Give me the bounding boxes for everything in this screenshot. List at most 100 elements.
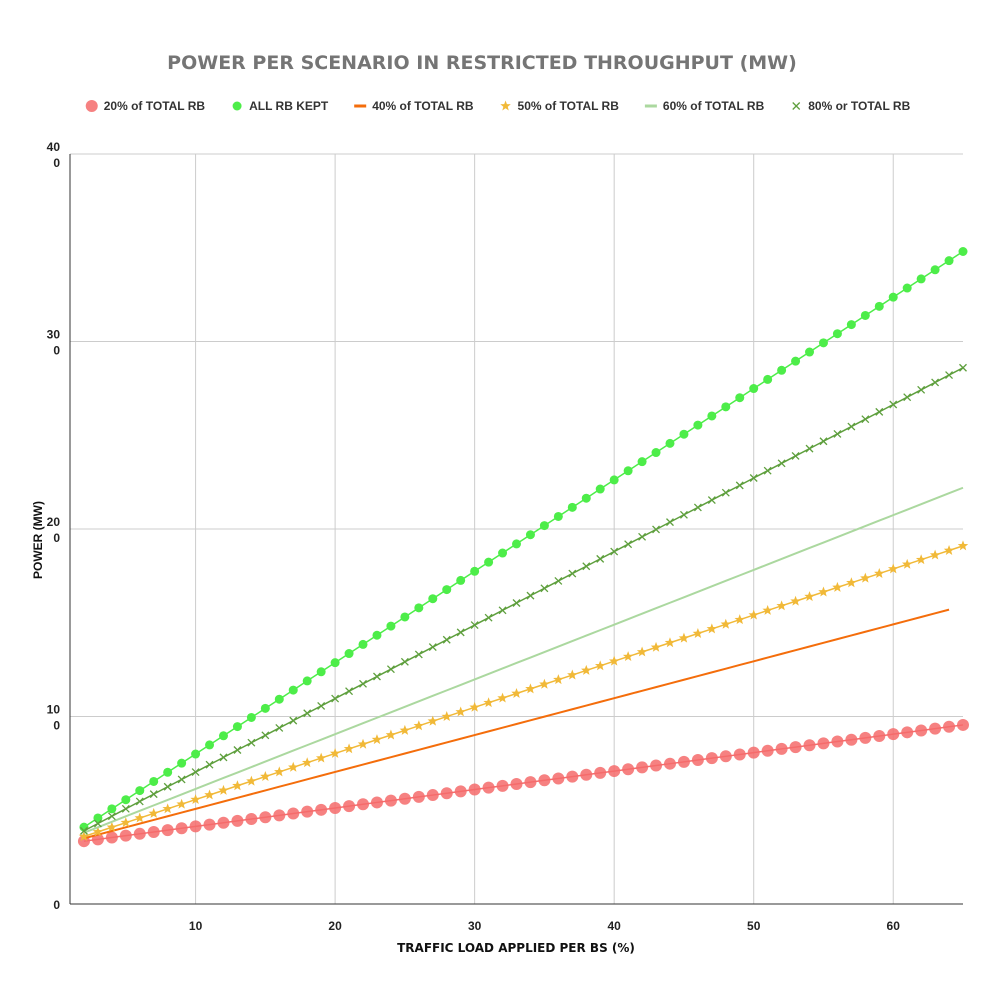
data-point — [205, 760, 214, 769]
data-point — [163, 782, 172, 791]
chart-gridlines — [70, 153, 963, 904]
data-point — [733, 748, 746, 761]
data-point — [901, 558, 913, 569]
data-point — [245, 813, 258, 826]
data-point — [860, 310, 870, 320]
data-point — [623, 466, 633, 476]
data-point — [468, 783, 481, 796]
data-point — [106, 821, 118, 832]
data-point — [721, 488, 730, 497]
data-point — [791, 356, 801, 366]
data-point — [413, 720, 425, 731]
data-point — [721, 402, 731, 412]
data-point — [581, 664, 592, 675]
data-point — [666, 518, 674, 527]
data-point — [301, 757, 313, 768]
data-point — [567, 502, 577, 512]
data-point — [233, 746, 242, 754]
data-point — [386, 665, 395, 674]
data-point — [847, 422, 856, 431]
data-point — [133, 827, 146, 840]
data-point — [652, 525, 660, 534]
data-point — [679, 429, 689, 439]
legend-item-60-of-total-rb: 60% of TOTAL RB — [644, 99, 765, 113]
data-point — [259, 811, 272, 824]
series-line — [83, 724, 964, 842]
x-axis-title: TRAFFIC LOAD APPLIED PER BS (%) — [397, 941, 635, 955]
data-point — [833, 429, 842, 438]
data-point — [944, 256, 954, 266]
data-point — [400, 612, 410, 622]
data-point — [832, 329, 842, 339]
data-point — [372, 630, 382, 640]
legend-item-80-or-total-rb: 80% or TOTAL RB — [792, 99, 911, 113]
data-point — [398, 792, 411, 805]
data-point — [359, 679, 367, 688]
data-point — [734, 614, 745, 625]
data-point — [512, 599, 521, 607]
data-point — [959, 363, 967, 372]
x-tick-label: 10 — [189, 919, 203, 933]
data-point — [526, 591, 535, 600]
data-point — [330, 658, 340, 668]
data-point — [748, 609, 759, 620]
legend-label: 60% of TOTAL RB — [663, 99, 765, 113]
data-point — [498, 548, 508, 558]
chart-legend: 20% of TOTAL RB ALL RB KEPT 40% of TOTAL R… — [85, 99, 911, 113]
chart-axes — [69, 154, 963, 905]
data-point — [135, 786, 145, 796]
data-point — [846, 577, 857, 588]
data-point — [288, 761, 299, 772]
data-point — [818, 338, 828, 348]
data-point — [426, 789, 439, 802]
data-point — [693, 420, 703, 430]
data-point — [861, 415, 870, 424]
data-point — [679, 510, 688, 519]
data-point — [832, 581, 843, 592]
data-point — [93, 819, 102, 828]
legend-label: 40% of TOTAL RB — [372, 99, 474, 113]
data-point — [846, 320, 856, 330]
data-point — [915, 554, 927, 565]
data-point — [287, 807, 300, 820]
data-point — [175, 822, 188, 835]
data-point — [93, 813, 103, 823]
x-tick-label: 20 — [328, 919, 342, 933]
data-point — [524, 776, 537, 789]
data-point — [163, 767, 173, 777]
data-point — [107, 804, 117, 814]
data-point — [483, 697, 494, 708]
legend-swatch — [232, 101, 242, 111]
data-point — [289, 716, 298, 725]
series-60-of-total-rb — [83, 486, 964, 834]
data-point — [247, 738, 256, 747]
data-point — [943, 544, 955, 555]
data-point — [580, 768, 593, 781]
data-point — [888, 563, 899, 574]
data-point — [343, 800, 356, 813]
data-point — [819, 437, 828, 446]
data-point — [147, 825, 160, 838]
data-point — [582, 562, 591, 571]
data-point — [260, 703, 270, 713]
data-point — [568, 569, 577, 578]
data-point — [315, 752, 327, 763]
data-point — [818, 586, 829, 597]
series-50-of-total-rb — [78, 540, 969, 841]
data-point — [412, 790, 425, 803]
data-point — [777, 459, 786, 468]
legend-item-40-of-total-rb: 40% of TOTAL RB — [354, 99, 474, 113]
data-point — [957, 718, 969, 731]
data-point — [761, 744, 774, 757]
data-point — [804, 591, 815, 602]
data-point — [888, 292, 898, 302]
data-point — [650, 759, 663, 772]
data-point — [107, 812, 116, 821]
data-point — [218, 784, 229, 795]
data-point — [637, 457, 647, 467]
data-point — [943, 720, 956, 733]
data-point — [317, 701, 326, 710]
data-point — [78, 831, 90, 841]
data-point — [790, 595, 801, 606]
